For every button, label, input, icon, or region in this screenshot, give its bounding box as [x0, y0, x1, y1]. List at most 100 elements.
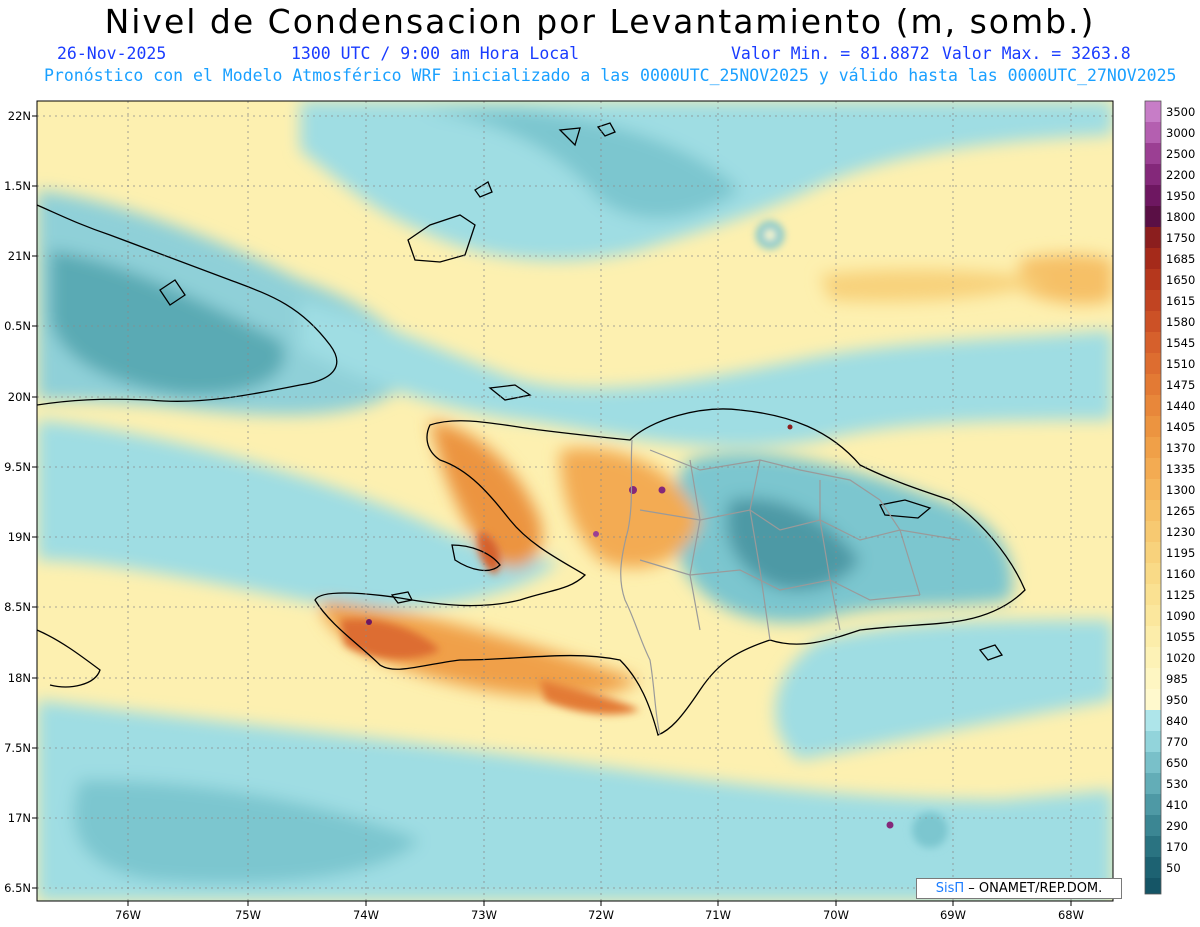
colorbar-swatch — [1145, 584, 1161, 605]
colorbar-label: 1230 — [1166, 525, 1195, 539]
lat-tick: 19N — [8, 530, 31, 544]
colorbar-label: 2200 — [1166, 168, 1195, 182]
lon-tick: 73W — [471, 908, 497, 922]
sispi-label: SisΠ — [935, 881, 965, 896]
colorbar-label: 1055 — [1166, 630, 1195, 644]
colorbar-outline — [1144, 100, 1162, 895]
colorbar-swatch — [1145, 857, 1161, 878]
lat-tick: 20N — [8, 390, 31, 404]
colorbar-swatch — [1145, 710, 1161, 731]
colorbar-label: 1475 — [1166, 378, 1195, 392]
lon-tick: 72W — [588, 908, 614, 922]
onamet-label: – ONAMET/REP.DOM. — [968, 881, 1103, 896]
colorbar-swatch — [1145, 500, 1161, 521]
lat-tick: 6.5N — [4, 881, 31, 895]
colorbar-swatch — [1145, 269, 1161, 290]
colorbar-swatch — [1145, 668, 1161, 689]
colorbar-label: 1160 — [1166, 567, 1195, 581]
colorbar-label: 985 — [1166, 672, 1188, 686]
valid-time: 1300 UTC / 9:00 am Hora Local — [291, 44, 580, 63]
colorbar-swatch — [1145, 878, 1161, 894]
colorbar-swatch — [1145, 311, 1161, 332]
colorbar-swatch — [1145, 605, 1161, 626]
lat-tick: 21N — [8, 249, 31, 263]
colorbar-label: 1545 — [1166, 336, 1195, 350]
colorbar-swatch — [1145, 395, 1161, 416]
colorbar-label: 1685 — [1166, 252, 1195, 266]
colorbar-swatch — [1145, 752, 1161, 773]
colorbar-label: 1090 — [1166, 609, 1195, 623]
colorbar: 3500 3000 2500 2200 1950 1800 1750 1685 1650 1615… — [1144, 100, 1195, 895]
internal-borders — [620, 439, 961, 736]
colorbar-swatch — [1145, 458, 1161, 479]
coastlines — [37, 122, 1026, 736]
colorbar-label: 1800 — [1166, 210, 1195, 224]
colorbar-swatch — [1145, 689, 1161, 710]
colorbar-label: 170 — [1166, 840, 1188, 854]
graticule — [37, 101, 1113, 901]
valid-date: 26-Nov-2025 — [57, 44, 167, 63]
colorbar-label: 1335 — [1166, 462, 1195, 476]
colorbar-label: 1510 — [1166, 357, 1195, 371]
lcl-shaded-field — [37, 101, 1113, 901]
lon-tick: 69W — [940, 908, 966, 922]
colorbar-label: 1125 — [1166, 588, 1195, 602]
lat-tick-labels: 22N 1.5N 21N 0.5N 20N 9.5N 19N 8.5N 18N … — [4, 109, 31, 895]
colorbar-swatch — [1145, 332, 1161, 353]
colorbar-label: 950 — [1166, 693, 1188, 707]
colorbar-swatch — [1145, 185, 1161, 206]
colorbar-swatch — [1145, 353, 1161, 374]
map-title: Nivel de Condensacion por Levantamiento … — [104, 2, 1096, 41]
lon-tick: 71W — [705, 908, 731, 922]
lon-tick: 68W — [1058, 908, 1084, 922]
colorbar-label: 410 — [1166, 798, 1188, 812]
credit-box: SisΠ – ONAMET/REP.DOM. — [916, 878, 1122, 899]
colorbar-swatch — [1145, 563, 1161, 584]
colorbar-label: 1650 — [1166, 273, 1195, 287]
colorbar-swatch — [1145, 815, 1161, 836]
colorbar-swatch — [1145, 773, 1161, 794]
colorbar-swatch — [1145, 227, 1161, 248]
max-value: Valor Max. = 3263.8 — [942, 44, 1131, 63]
colorbar-label: 1300 — [1166, 483, 1195, 497]
colorbar-swatch — [1145, 542, 1161, 563]
colorbar-swatch — [1145, 794, 1161, 815]
colorbar-swatch — [1145, 626, 1161, 647]
lat-tick: 18N — [8, 671, 31, 685]
map-frame — [36, 100, 1114, 902]
colorbar-swatch — [1145, 647, 1161, 668]
colorbar-label: 50 — [1166, 861, 1181, 875]
colorbar-label: 530 — [1166, 777, 1188, 791]
colorbar-label: 1405 — [1166, 420, 1195, 434]
colorbar-label: 1440 — [1166, 399, 1195, 413]
colorbar-label: 1370 — [1166, 441, 1195, 455]
colorbar-label: 650 — [1166, 756, 1188, 770]
lat-tick: 7.5N — [4, 741, 31, 755]
lon-tick: 74W — [353, 908, 379, 922]
colorbar-label: 1195 — [1166, 546, 1195, 560]
colorbar-swatch — [1145, 206, 1161, 227]
lon-tick-labels: 76W 75W 74W 73W 72W 71W 70W 69W 68W — [115, 908, 1084, 922]
lat-tick: 0.5N — [4, 319, 31, 333]
colorbar-swatch — [1145, 521, 1161, 542]
colorbar-label: 840 — [1166, 714, 1188, 728]
colorbar-swatch — [1145, 122, 1161, 143]
lat-tick: 8.5N — [4, 600, 31, 614]
colorbar-swatch — [1145, 374, 1161, 395]
lat-tick: 9.5N — [4, 460, 31, 474]
min-value: Valor Min. = 81.8872 — [731, 44, 930, 63]
colorbar-label: 290 — [1166, 819, 1188, 833]
colorbar-label: 1615 — [1166, 294, 1195, 308]
colorbar-label: 1950 — [1166, 189, 1195, 203]
forecast-info: Pronóstico con el Modelo Atmosférico WRF… — [44, 66, 1177, 85]
lat-tick: 17N — [8, 811, 31, 825]
colorbar-label: 1750 — [1166, 231, 1195, 245]
colorbar-swatch — [1145, 479, 1161, 500]
colorbar-swatch — [1145, 836, 1161, 857]
colorbar-swatch — [1145, 164, 1161, 185]
lon-tick: 76W — [115, 908, 141, 922]
colorbar-swatch — [1145, 248, 1161, 269]
colorbar-label: 2500 — [1166, 147, 1195, 161]
colorbar-swatch — [1145, 290, 1161, 311]
